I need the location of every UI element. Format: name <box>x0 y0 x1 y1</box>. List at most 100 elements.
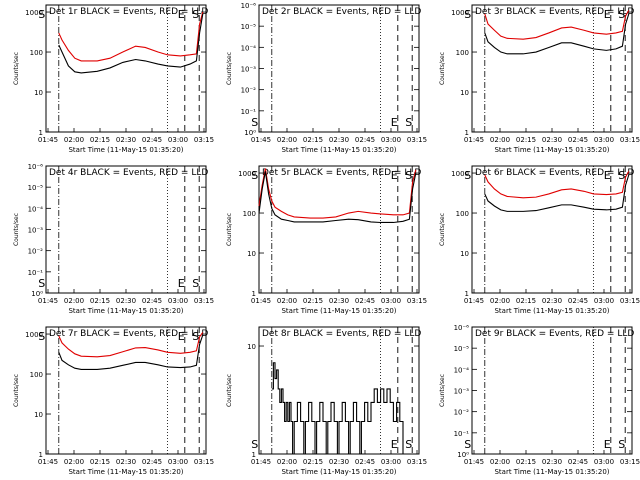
x-tick-label: 03:00 <box>594 136 614 144</box>
x-tick-label: 01:45 <box>251 297 271 305</box>
y-tick-label: 10⁰ <box>457 451 469 459</box>
marker-label: E <box>178 277 185 290</box>
marker-label: S <box>464 438 471 451</box>
x-tick-label: 01:45 <box>38 458 58 466</box>
y-tick-label: 1000 <box>238 170 256 178</box>
plot-frame <box>471 4 633 133</box>
x-axis-label: Start Time (11-May-15 01:35:20) <box>281 146 396 154</box>
y-tick-label: 10⁻⁶ <box>28 163 44 171</box>
marker-label: E <box>178 330 185 343</box>
panel-det-8: Det 8r BLACK = Events, RED = LLD 1 10 01:45… <box>226 326 427 476</box>
y-tick-label: 10 <box>460 250 469 258</box>
x-tick-label: 01:45 <box>464 458 484 466</box>
series-events <box>58 334 204 371</box>
plot-frame <box>258 165 420 294</box>
x-tick-label: 03:15 <box>620 458 640 466</box>
y-axis-label: Counts/sec <box>226 213 233 246</box>
marker-label: E <box>604 8 611 21</box>
x-tick-label: 02:00 <box>277 297 297 305</box>
panel-title: Det 3r BLACK = Events, RED = LLD <box>475 7 634 17</box>
panel-title: Det 5r BLACK = Events, RED = LLD <box>262 168 421 178</box>
panel-title: Det 6r BLACK = Events, RED = LLD <box>475 168 634 178</box>
marker-label: S <box>618 438 625 451</box>
marker-label: S <box>405 438 412 451</box>
series-lld <box>58 11 204 62</box>
x-tick-label: 03:15 <box>407 458 427 466</box>
y-tick-label: 10 <box>247 250 256 258</box>
x-tick-label: 01:45 <box>251 136 271 144</box>
panel-det-5: Det 5r BLACK = Events, RED = LLD 1 10 100 10… <box>226 165 427 315</box>
marker-label: S <box>251 116 258 129</box>
y-tick-label: 100 <box>30 371 43 379</box>
marker-label: E <box>178 8 185 21</box>
x-tick-label: 03:00 <box>168 458 188 466</box>
marker-label: S <box>192 277 199 290</box>
plot-frame <box>45 326 207 455</box>
y-tick-label: 1 <box>465 290 469 298</box>
x-tick-label: 03:00 <box>168 297 188 305</box>
x-tick-label: 03:00 <box>381 297 401 305</box>
x-tick-label: 02:15 <box>90 297 110 305</box>
series-events <box>484 13 630 55</box>
y-tick-label: 10⁻³ <box>454 388 470 396</box>
x-tick-label: 01:45 <box>251 458 271 466</box>
y-tick-label: 100 <box>30 49 43 57</box>
y-tick-label: 10⁻⁵ <box>241 23 257 31</box>
y-axis-label: Counts/sec <box>226 374 233 407</box>
panel-title: Det 8r BLACK = Events, RED = LLD <box>262 329 421 339</box>
x-tick-label: 02:15 <box>90 458 110 466</box>
marker-label: E <box>391 169 398 182</box>
x-tick-label: 02:30 <box>116 136 136 144</box>
x-tick-label: 02:15 <box>516 458 536 466</box>
panel-title: Det 4r BLACK = Events, RED = LLD <box>49 168 208 178</box>
y-tick-label: 1 <box>465 129 469 137</box>
marker-label: S <box>405 116 412 129</box>
x-tick-label: 03:15 <box>194 458 214 466</box>
x-tick-label: 02:15 <box>516 136 536 144</box>
y-tick-label: 100 <box>243 210 256 218</box>
x-tick-label: 02:15 <box>516 297 536 305</box>
panel-det-6: Det 6r BLACK = Events, RED = LLD 1 10 100 10… <box>439 165 640 315</box>
panel-det-7: Det 7r BLACK = Events, RED = LLD 1 10 100 10… <box>13 326 214 476</box>
x-tick-label: 02:30 <box>542 458 562 466</box>
y-tick-label: 10 <box>247 343 256 351</box>
x-tick-label: 03:00 <box>381 136 401 144</box>
series-lld <box>258 168 417 219</box>
marker-label: S <box>251 169 258 182</box>
y-tick-label: 1000 <box>451 9 469 17</box>
y-tick-label: 10⁻¹ <box>28 269 44 277</box>
marker-label: E <box>604 438 611 451</box>
x-tick-label: 02:00 <box>64 458 84 466</box>
x-tick-label: 02:45 <box>568 136 588 144</box>
marker-label: S <box>464 169 471 182</box>
x-tick-label: 02:15 <box>303 297 323 305</box>
marker-label: S <box>38 330 45 343</box>
y-tick-label: 100 <box>456 210 469 218</box>
panel-det-3: Det 3r BLACK = Events, RED = LLD 1 10 100 10… <box>439 4 640 154</box>
plot-frame <box>258 4 420 133</box>
y-tick-label: 10⁻² <box>28 248 44 256</box>
y-tick-label: 10⁰ <box>31 290 43 298</box>
y-tick-label: 10⁻³ <box>28 227 44 235</box>
y-tick-label: 10⁻⁵ <box>28 184 44 192</box>
y-tick-label: 1 <box>39 129 43 137</box>
y-tick-label: 1000 <box>451 170 469 178</box>
x-tick-label: 02:45 <box>355 458 375 466</box>
panel-title: Det 7r BLACK = Events, RED = LLD <box>49 329 208 339</box>
marker-label: S <box>192 330 199 343</box>
marker-label: S <box>464 8 471 21</box>
x-tick-label: 01:45 <box>38 136 58 144</box>
y-tick-label: 10⁻⁶ <box>454 324 470 332</box>
y-tick-label: 100 <box>456 49 469 57</box>
x-tick-label: 02:30 <box>329 458 349 466</box>
x-axis-label: Start Time (11-May-15 01:35:20) <box>494 146 609 154</box>
panel-det-4: Det 4r BLACK = Events, RED = LLD 10⁰ 10⁻¹ 1… <box>13 163 214 315</box>
series-events <box>271 362 404 455</box>
x-tick-label: 02:00 <box>277 136 297 144</box>
x-tick-label: 02:45 <box>142 458 162 466</box>
marker-label: S <box>38 277 45 290</box>
series-events <box>58 13 204 74</box>
x-tick-label: 02:15 <box>303 136 323 144</box>
y-tick-label: 10⁻³ <box>241 66 257 74</box>
x-tick-label: 02:15 <box>303 458 323 466</box>
